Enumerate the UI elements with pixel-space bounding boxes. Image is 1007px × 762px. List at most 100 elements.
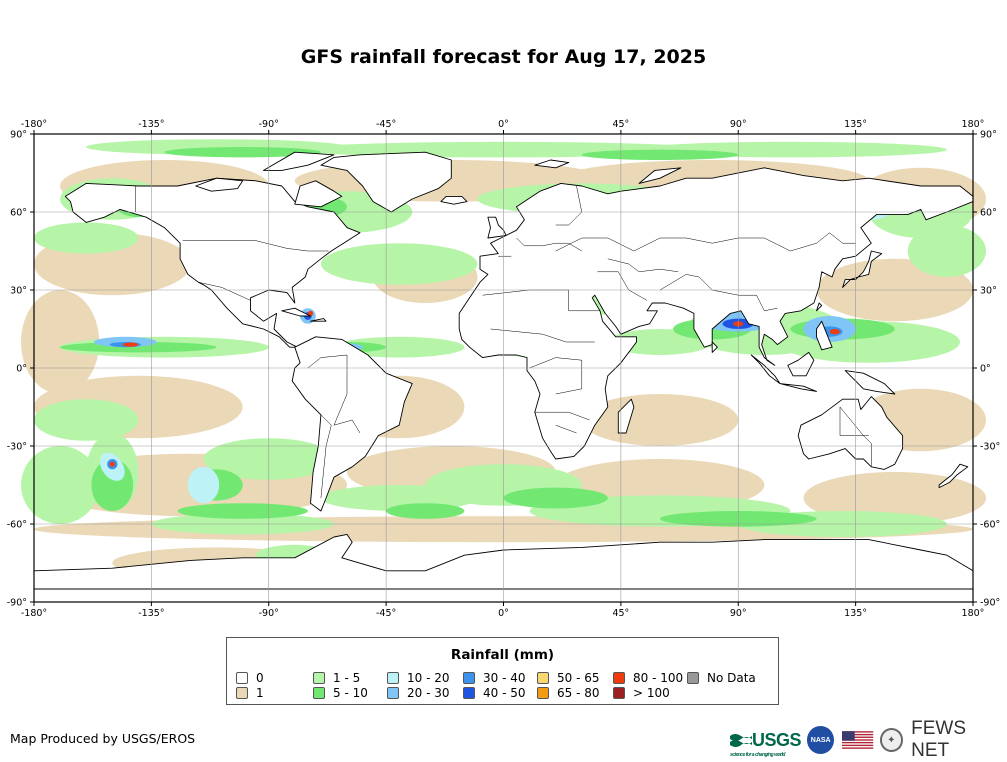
lat-tick-label-left: 90°: [10, 130, 27, 141]
border-line: [555, 232, 856, 252]
rainfall-area: [177, 503, 308, 519]
lat-tick-label-left: 60°: [10, 208, 27, 219]
land-australia: [797, 396, 904, 470]
legend-swatch: [463, 672, 475, 684]
usgs-wave-icon: [730, 734, 752, 747]
legend-label: > 100: [633, 686, 670, 700]
land-cuba: [281, 307, 311, 317]
lat-tick-label-left: -30°: [7, 442, 27, 453]
border-line: [597, 271, 648, 301]
lat-tick-label-right: -60°: [980, 520, 1000, 531]
lat-tick-label-right: 30°: [980, 286, 997, 297]
rainfall-area: [33, 399, 139, 441]
land-sri-lanka: [711, 341, 718, 353]
legend-item: 1 - 5: [313, 671, 360, 685]
legend-label: 10 - 20: [407, 671, 450, 685]
legend-label: 40 - 50: [483, 686, 526, 700]
border-line: [534, 411, 590, 421]
lon-tick-label-top: -135°: [138, 119, 164, 130]
legend-title: Rainfall (mm): [450, 647, 555, 663]
legend-swatch: [463, 687, 475, 699]
legend-label: 65 - 80: [557, 686, 600, 700]
legend-swatch: [537, 687, 549, 699]
lon-tick-label-bottom: 45°: [612, 608, 629, 619]
lon-tick-label-bottom: -135°: [138, 608, 164, 619]
rainfall-area: [829, 329, 840, 335]
legend-item: 80 - 100: [613, 671, 683, 685]
legend-swatch: [613, 687, 625, 699]
land-borneo: [787, 351, 815, 377]
legend-item: No Data: [687, 671, 756, 685]
legend-swatch: [387, 687, 399, 699]
legend-item: 40 - 50: [463, 686, 526, 700]
land-new-guinea: [844, 370, 896, 395]
lon-tick-label-bottom: 0°: [498, 608, 509, 619]
legend-item: 65 - 80: [537, 686, 600, 700]
rainfall-area: [122, 342, 139, 347]
credit-text: Map Produced by USGS/EROS: [10, 731, 196, 746]
land-victoria-island: [195, 177, 244, 192]
land-baffin: [294, 180, 343, 208]
logo-strip: USGS science for a changing world NASA ✦…: [730, 718, 1007, 761]
legend-label: 5 - 10: [333, 686, 368, 700]
state-department-seal-icon: ✦: [879, 728, 904, 752]
nasa-logo: NASA: [807, 726, 835, 754]
land-hispaniola: [310, 318, 327, 322]
rainfall-map: -180° -180° -135° -135° -90° -90° -45° -45° 0° 0°…: [0, 112, 1007, 622]
legend-label: 0: [256, 671, 264, 685]
lon-tick-label-bottom: -180°: [21, 608, 47, 619]
usgs-wordmark: USGS: [752, 729, 802, 750]
lat-tick-label-right: 0°: [980, 364, 991, 375]
lon-tick-label-top: -180°: [21, 119, 47, 130]
legend-label: 1: [256, 686, 264, 700]
legend-swatch: [236, 672, 248, 684]
lon-tick-label-top: -45°: [376, 119, 396, 130]
rainfall-area: [33, 222, 139, 254]
border-line: [333, 355, 361, 434]
border-line: [516, 237, 582, 252]
legend-label: No Data: [707, 671, 756, 685]
usgs-tagline: science for a changing world: [730, 751, 785, 758]
rainfall-area: [386, 503, 465, 519]
graticule: [34, 134, 973, 602]
legend-item: > 100: [613, 686, 670, 700]
usgs-logo: USGS science for a changing world: [730, 729, 802, 758]
legend-label: 30 - 40: [483, 671, 526, 685]
border-line: [607, 258, 679, 273]
land-japan: [842, 250, 883, 288]
legend-label: 50 - 65: [557, 671, 600, 685]
border-line: [320, 414, 332, 499]
rainfall-area: [334, 336, 465, 358]
rainfall-area: [503, 487, 608, 509]
lat-tick-label-left: 0°: [16, 364, 27, 375]
lon-tick-label-top: 45°: [612, 119, 629, 130]
land-taiwan: [816, 302, 823, 312]
legend-swatch: [537, 672, 549, 684]
legend-item: 0: [236, 671, 264, 685]
lat-tick-label-left: -60°: [7, 520, 27, 531]
map-title: GFS rainfall forecast for Aug 17, 2025: [300, 46, 707, 68]
legend-swatch: [236, 687, 248, 699]
land-south-america: [291, 336, 413, 512]
legend-swatch: [313, 687, 325, 699]
lon-tick-label-top: -90°: [259, 119, 279, 130]
land-novaya-zemlya: [638, 167, 682, 184]
land-indonesia: [750, 354, 817, 392]
legend-item: 20 - 30: [387, 686, 450, 700]
land-madagascar: [617, 398, 635, 434]
rainfall-area: [320, 243, 478, 285]
lon-tick-label-top: 180°: [962, 119, 985, 130]
border-line: [839, 406, 872, 467]
border-line: [529, 357, 583, 395]
land-iceland: [440, 195, 468, 205]
legend-item: 1: [236, 686, 264, 700]
border-line: [198, 281, 251, 301]
lon-tick-label-top: 135°: [844, 119, 867, 130]
border-line: [182, 240, 329, 252]
lon-tick-label-top: 0°: [498, 119, 509, 130]
rainfall-area: [109, 461, 115, 467]
lon-tick-label-top: 90°: [730, 119, 747, 130]
land-new-zealand: [938, 463, 969, 489]
border-line: [490, 328, 595, 343]
